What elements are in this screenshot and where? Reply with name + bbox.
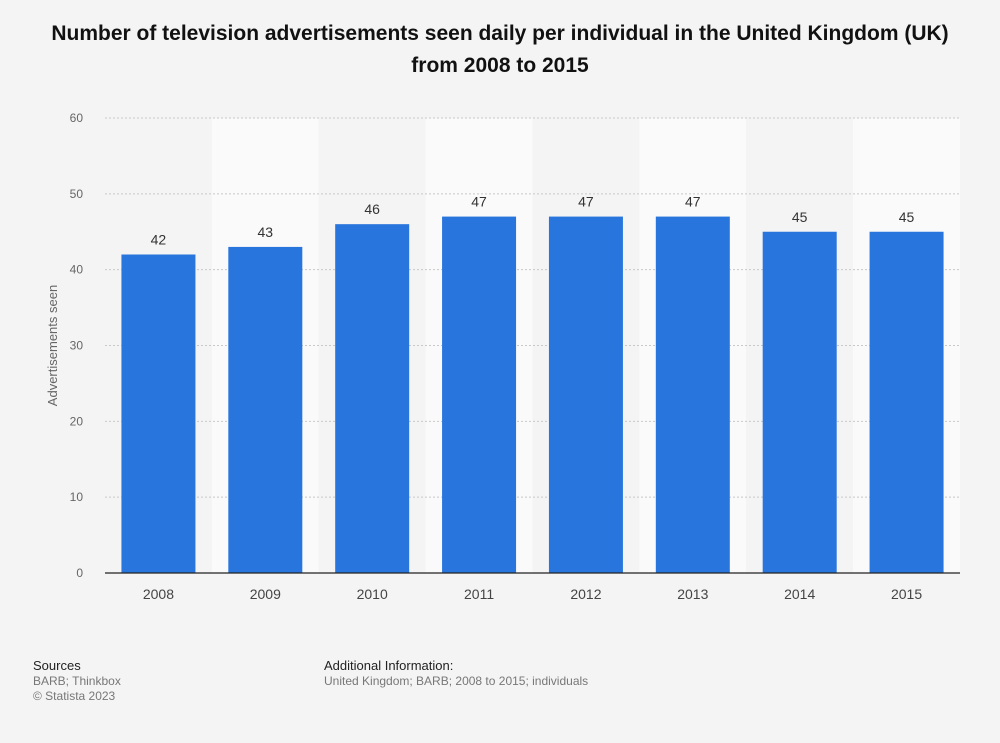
y-tick-label: 50 <box>70 187 84 201</box>
sources-text: BARB; Thinkbox <box>33 674 121 688</box>
bar-2008 <box>121 254 196 573</box>
additional-info-heading: Additional Information: <box>324 658 454 673</box>
data-label-2012: 47 <box>578 194 594 210</box>
bar-2014 <box>762 231 837 573</box>
y-tick-label: 30 <box>70 339 84 353</box>
data-label-2013: 47 <box>685 194 701 210</box>
copyright-text: © Statista 2023 <box>33 689 116 703</box>
additional-info-text: United Kingdom; BARB; 2008 to 2015; indi… <box>324 674 589 688</box>
sources-heading: Sources <box>33 658 81 673</box>
x-tick-label-2010: 2010 <box>357 586 388 602</box>
data-label-2011: 47 <box>471 194 487 210</box>
chart-title: Number of television advertisements seen… <box>51 22 949 77</box>
x-tick-label-2011: 2011 <box>464 586 494 602</box>
bar-2011 <box>442 216 517 574</box>
x-tick-label-2013: 2013 <box>677 586 708 602</box>
y-tick-label: 60 <box>70 111 84 125</box>
x-tick-label-2012: 2012 <box>570 586 601 602</box>
data-label-2014: 45 <box>792 209 808 225</box>
bar-2010 <box>335 224 410 573</box>
y-tick-label: 10 <box>70 490 84 504</box>
y-tick-label: 40 <box>70 263 84 277</box>
bar-2012 <box>548 216 623 574</box>
additional-info-block: Additional Information: United Kingdom; … <box>324 658 588 689</box>
sources-block: Sources BARB; Thinkbox © Statista 2023 <box>33 658 121 704</box>
data-label-2010: 46 <box>364 201 380 217</box>
x-tick-label-2015: 2015 <box>891 586 922 602</box>
data-label-2009: 43 <box>258 224 274 240</box>
bar-2013 <box>655 216 730 574</box>
x-tick-label-2009: 2009 <box>250 586 281 602</box>
bar-2009 <box>228 246 303 573</box>
x-tick-label-2008: 2008 <box>143 586 174 602</box>
data-label-2008: 42 <box>151 232 167 248</box>
bar-2015 <box>869 231 944 573</box>
x-tick-label-2014: 2014 <box>784 586 815 602</box>
y-tick-label: 20 <box>70 414 84 428</box>
data-label-2015: 45 <box>899 209 915 225</box>
y-axis-title: Advertisements seen <box>45 285 60 406</box>
y-tick-label: 0 <box>76 566 83 580</box>
